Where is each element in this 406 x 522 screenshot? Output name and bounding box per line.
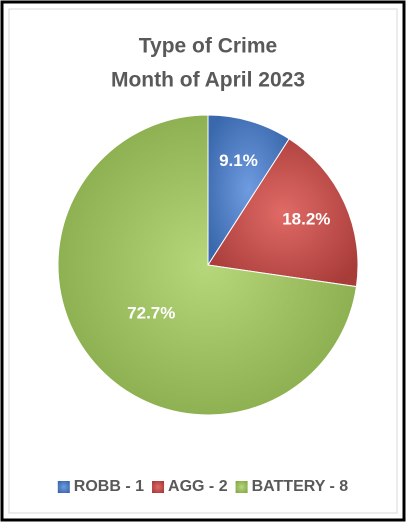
legend-label: BATTERY - 8 (252, 478, 349, 495)
legend-swatch (57, 481, 70, 493)
legend-swatch (152, 481, 165, 493)
chart-area (8, 8, 398, 514)
data-label: 72.7% (127, 304, 175, 323)
legend-swatch (235, 481, 248, 493)
pie-slice (57, 114, 358, 416)
legend-label: ROBB - 1 (74, 478, 144, 495)
chart-subtitle: Month of April 2023 (111, 69, 305, 92)
data-label: 9.1% (219, 151, 258, 170)
legend-label: AGG - 2 (168, 478, 228, 495)
data-label: 18.2% (282, 210, 330, 229)
pie: 9.1% 18.2% 72.7% (57, 114, 359, 416)
pie-slice (207, 138, 359, 288)
chart-title: Type of Crime (139, 35, 277, 58)
legend: ROBB - 1 AGG - 2 BATTERY - 8 (57, 478, 349, 495)
pie-slice (207, 114, 290, 267)
